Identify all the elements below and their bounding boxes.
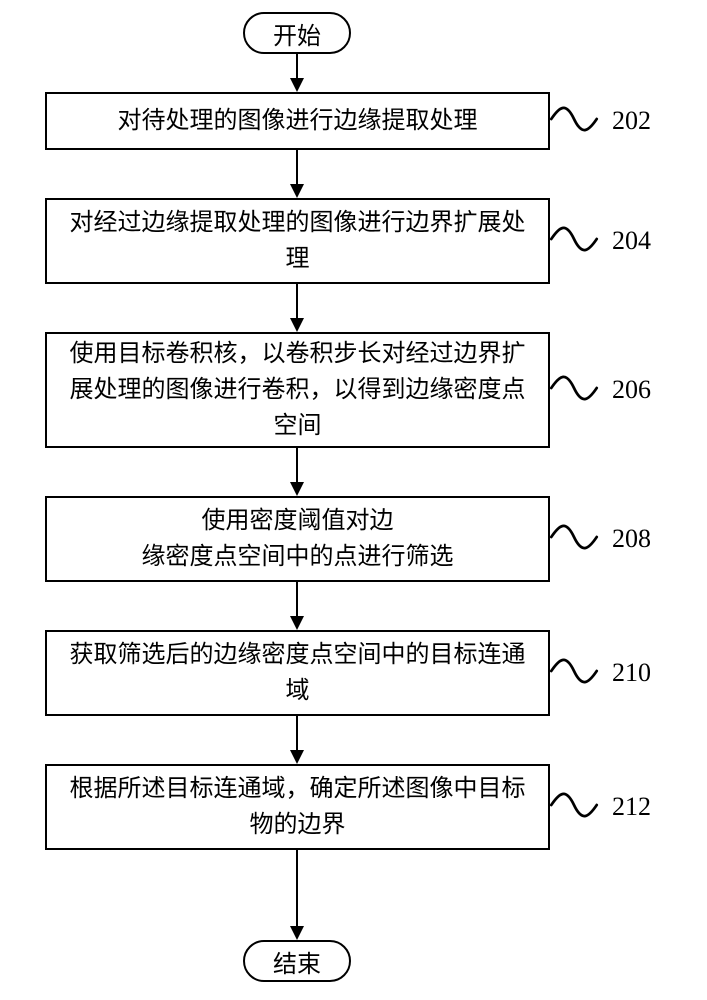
process-step-4: 获取筛选后的边缘密度点空间中的目标连通 域 — [45, 630, 550, 716]
arrow-1-2-line — [296, 284, 298, 318]
step-label-1: 204 — [612, 226, 651, 256]
step-label-4: 210 — [612, 658, 651, 688]
process-step-5: 根据所述目标连通域，确定所述图像中目标 物的边界 — [45, 764, 550, 850]
arrow-4-5-line — [296, 716, 298, 750]
arrow-0-1-head — [290, 184, 304, 198]
process-step-1-text: 对经过边缘提取处理的图像进行边界扩展处 理 — [70, 205, 526, 277]
terminal-start: 开始 — [243, 12, 351, 54]
process-step-3-text: 使用密度阈值对边 缘密度点空间中的点进行筛选 — [142, 503, 454, 575]
terminal-end-label: 结束 — [273, 944, 321, 979]
connector-wave-2 — [550, 368, 598, 408]
process-step-4-text: 获取筛选后的边缘密度点空间中的目标连通 域 — [70, 637, 526, 709]
process-step-2-text: 使用目标卷积核，以卷积步长对经过边界扩 展处理的图像进行卷积，以得到边缘密度点 … — [70, 336, 526, 444]
connector-wave-4 — [550, 651, 598, 691]
arrow-last-end-line — [296, 850, 298, 926]
process-step-0: 对待处理的图像进行边缘提取处理 — [45, 92, 550, 150]
step-label-3: 208 — [612, 524, 651, 554]
arrow-last-end-head — [290, 926, 304, 940]
arrow-2-3-head — [290, 482, 304, 496]
process-step-5-text: 根据所述目标连通域，确定所述图像中目标 物的边界 — [70, 771, 526, 843]
step-label-0: 202 — [612, 106, 651, 136]
process-step-2: 使用目标卷积核，以卷积步长对经过边界扩 展处理的图像进行卷积，以得到边缘密度点 … — [45, 332, 550, 448]
process-step-3: 使用密度阈值对边 缘密度点空间中的点进行筛选 — [45, 496, 550, 582]
terminal-start-label: 开始 — [273, 16, 321, 51]
arrow-0-1-line — [296, 150, 298, 184]
process-step-1: 对经过边缘提取处理的图像进行边界扩展处 理 — [45, 198, 550, 284]
connector-wave-5 — [550, 785, 598, 825]
arrow-3-4-line — [296, 582, 298, 616]
arrow-1-2-head — [290, 318, 304, 332]
step-label-2: 206 — [612, 375, 651, 405]
process-step-0-text: 对待处理的图像进行边缘提取处理 — [118, 103, 478, 139]
connector-wave-3 — [550, 517, 598, 557]
arrow-2-3-line — [296, 448, 298, 482]
arrow-start-0-line — [296, 54, 298, 78]
terminal-end: 结束 — [243, 940, 351, 982]
arrow-4-5-head — [290, 750, 304, 764]
arrow-3-4-head — [290, 616, 304, 630]
connector-wave-1 — [550, 219, 598, 259]
connector-wave-0 — [550, 99, 598, 139]
step-label-5: 212 — [612, 792, 651, 822]
arrow-start-0-head — [290, 78, 304, 92]
